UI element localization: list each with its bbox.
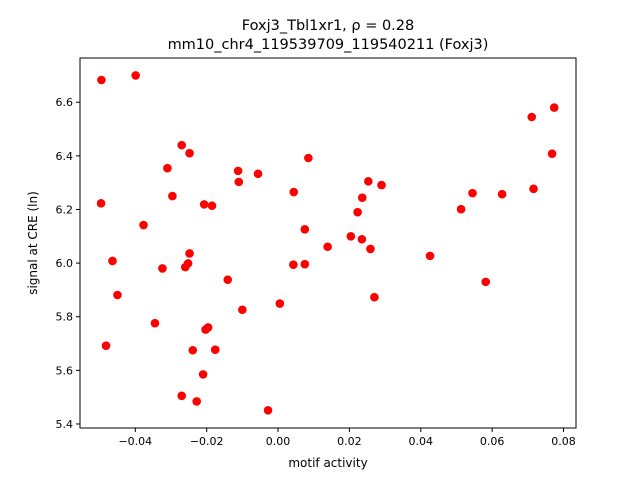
y-tick-label: 5.4 <box>56 418 74 431</box>
data-point <box>366 244 375 254</box>
data-point <box>101 341 111 350</box>
data-point <box>456 204 466 214</box>
data-point <box>253 169 263 179</box>
data-point <box>263 406 273 415</box>
data-point <box>183 259 193 268</box>
data-point <box>425 251 435 261</box>
data-point <box>353 207 362 217</box>
data-point <box>108 256 117 266</box>
data-point <box>223 275 233 285</box>
data-points <box>96 71 559 415</box>
data-point <box>96 199 106 208</box>
x-tick-label: −0.04 <box>118 435 152 448</box>
data-point <box>113 290 122 300</box>
data-point <box>203 323 213 332</box>
data-point <box>275 299 285 308</box>
x-tick-label: 0.06 <box>480 435 505 448</box>
y-tick-label: 6.6 <box>56 96 74 109</box>
y-tick-label: 6.0 <box>56 257 74 270</box>
data-point <box>139 220 148 230</box>
data-point <box>300 225 310 234</box>
data-point <box>527 112 537 122</box>
data-point <box>185 148 194 158</box>
data-point <box>370 292 379 302</box>
data-point <box>188 345 198 355</box>
data-point <box>207 201 217 211</box>
data-point <box>346 232 356 241</box>
data-point <box>481 277 491 287</box>
y-axis-ticks: 5.4 5.6 5.8 6.0 6.2 6.4 6.6 <box>56 96 80 431</box>
chart-title-line-1: Foxj3_Tbl1xr1, ρ = 0.28 <box>242 18 415 34</box>
data-point <box>497 189 507 199</box>
data-point <box>192 397 201 406</box>
data-point <box>549 103 559 112</box>
data-point <box>198 370 208 379</box>
data-point <box>323 242 332 252</box>
x-tick-label: 0.04 <box>409 435 434 448</box>
data-point <box>185 249 194 258</box>
data-point <box>357 234 367 244</box>
x-axis-label: motif activity <box>288 456 367 470</box>
data-point <box>177 391 186 401</box>
y-tick-label: 6.4 <box>56 150 74 163</box>
y-axis-label: signal at CRE (ln) <box>26 191 40 295</box>
data-point <box>234 177 244 187</box>
data-point <box>304 153 313 163</box>
y-tick-label: 6.2 <box>56 203 74 216</box>
data-point <box>300 259 310 269</box>
x-tick-label: 0.08 <box>551 435 576 448</box>
data-point <box>377 180 386 190</box>
x-tick-label: 0.02 <box>337 435 362 448</box>
x-tick-label: −0.02 <box>190 435 224 448</box>
data-point <box>158 264 167 273</box>
data-point <box>150 318 160 328</box>
data-point <box>177 140 186 150</box>
data-point <box>468 188 477 198</box>
data-point <box>233 166 243 176</box>
chart-title-line-2: mm10_chr4_119539709_119540211 (Foxj3) <box>168 37 489 53</box>
y-tick-label: 5.8 <box>56 311 74 324</box>
x-axis-ticks: −0.04 −0.02 0.00 0.02 0.04 0.06 0.08 <box>118 428 576 448</box>
data-point <box>210 345 220 355</box>
data-point <box>289 187 299 197</box>
data-point <box>199 200 209 209</box>
data-point <box>168 191 177 201</box>
data-point <box>547 149 557 159</box>
plot-area-frame <box>79 57 577 429</box>
data-point <box>131 71 140 80</box>
y-tick-label: 5.6 <box>56 364 74 377</box>
data-point <box>357 193 367 202</box>
data-point <box>97 75 106 85</box>
data-point <box>529 184 538 194</box>
data-point <box>163 163 172 173</box>
data-point <box>364 177 373 186</box>
x-tick-label: 0.00 <box>266 435 291 448</box>
data-point <box>289 260 298 270</box>
data-point <box>238 305 247 315</box>
